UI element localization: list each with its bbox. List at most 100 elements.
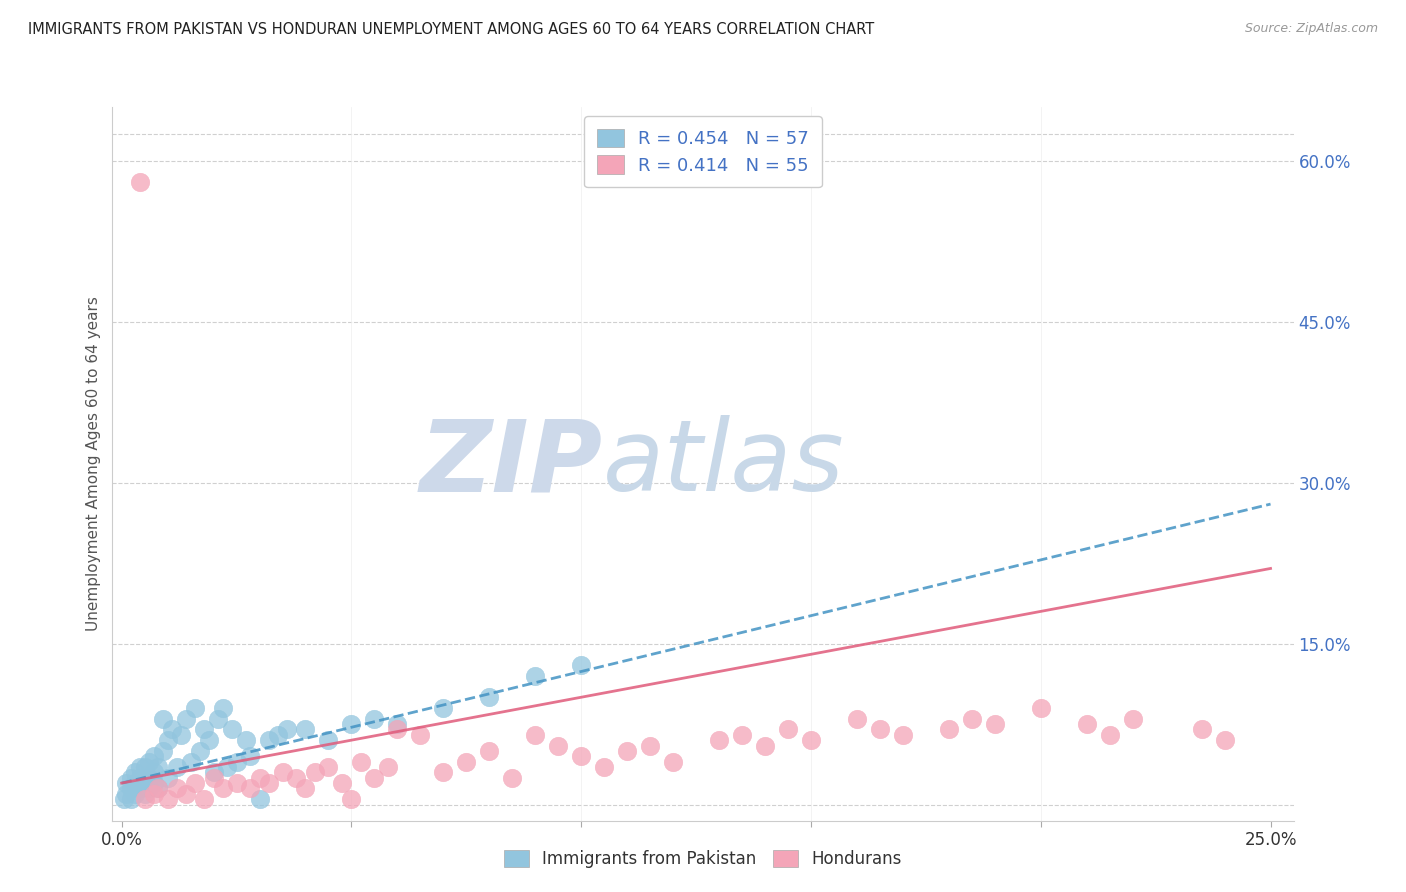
Point: [202, 765, 225, 780]
Point: [142, 787, 165, 801]
Point: [249, 771, 271, 785]
Point: [174, 712, 197, 726]
Point: [257, 776, 280, 790]
Point: [501, 771, 523, 785]
Point: [984, 717, 1007, 731]
Point: [524, 669, 547, 683]
Point: [152, 744, 174, 758]
Point: [271, 765, 294, 780]
Point: [776, 723, 799, 737]
Point: [134, 760, 156, 774]
Point: [800, 733, 823, 747]
Point: [166, 760, 188, 774]
Point: [193, 723, 215, 737]
Point: [225, 776, 247, 790]
Point: [134, 792, 156, 806]
Point: [160, 723, 183, 737]
Point: [304, 765, 326, 780]
Point: [662, 755, 685, 769]
Point: [257, 733, 280, 747]
Point: [129, 771, 152, 785]
Point: [707, 733, 730, 747]
Point: [1098, 728, 1121, 742]
Point: [129, 175, 152, 189]
Point: [124, 765, 146, 780]
Point: [869, 723, 891, 737]
Point: [148, 781, 170, 796]
Point: [377, 760, 399, 774]
Point: [198, 733, 221, 747]
Point: [1122, 712, 1144, 726]
Point: [138, 781, 160, 796]
Point: [124, 787, 146, 801]
Point: [193, 792, 215, 806]
Point: [845, 712, 868, 726]
Point: [156, 733, 179, 747]
Point: [115, 776, 138, 790]
Point: [180, 755, 202, 769]
Point: [432, 765, 454, 780]
Point: [217, 760, 239, 774]
Point: [166, 781, 188, 796]
Point: [129, 781, 152, 796]
Point: [184, 701, 207, 715]
Point: [276, 723, 298, 737]
Point: [142, 776, 165, 790]
Point: [156, 792, 179, 806]
Point: [593, 760, 616, 774]
Text: atlas: atlas: [603, 416, 844, 512]
Point: [129, 760, 152, 774]
Point: [120, 781, 142, 796]
Point: [569, 749, 592, 764]
Point: [616, 744, 638, 758]
Point: [363, 771, 385, 785]
Text: ZIP: ZIP: [419, 416, 603, 512]
Point: [239, 781, 262, 796]
Point: [349, 755, 371, 769]
Point: [142, 765, 165, 780]
Point: [184, 776, 207, 790]
Point: [318, 733, 340, 747]
Point: [1076, 717, 1098, 731]
Point: [1213, 733, 1236, 747]
Point: [138, 771, 160, 785]
Point: [148, 760, 170, 774]
Point: [249, 792, 271, 806]
Point: [112, 792, 135, 806]
Point: [387, 723, 409, 737]
Point: [294, 723, 316, 737]
Point: [340, 717, 363, 731]
Point: [138, 755, 160, 769]
Point: [211, 701, 233, 715]
Point: [225, 755, 247, 769]
Point: [478, 690, 501, 705]
Point: [285, 771, 308, 785]
Point: [960, 712, 983, 726]
Point: [221, 723, 243, 737]
Point: [202, 771, 225, 785]
Point: [524, 728, 547, 742]
Point: [239, 749, 262, 764]
Point: [330, 776, 353, 790]
Legend: Immigrants from Pakistan, Hondurans: Immigrants from Pakistan, Hondurans: [496, 842, 910, 877]
Point: [318, 760, 340, 774]
Point: [148, 781, 170, 796]
Point: [363, 712, 385, 726]
Point: [152, 712, 174, 726]
Point: [754, 739, 776, 753]
Point: [456, 755, 478, 769]
Point: [409, 728, 432, 742]
Point: [120, 792, 142, 806]
Point: [174, 787, 197, 801]
Point: [938, 723, 960, 737]
Point: [115, 787, 138, 801]
Point: [340, 792, 363, 806]
Point: [170, 728, 193, 742]
Point: [235, 733, 257, 747]
Y-axis label: Unemployment Among Ages 60 to 64 years: Unemployment Among Ages 60 to 64 years: [86, 296, 101, 632]
Point: [569, 658, 592, 673]
Text: Source: ZipAtlas.com: Source: ZipAtlas.com: [1244, 22, 1378, 36]
Point: [142, 749, 165, 764]
Point: [432, 701, 454, 715]
Point: [211, 781, 233, 796]
